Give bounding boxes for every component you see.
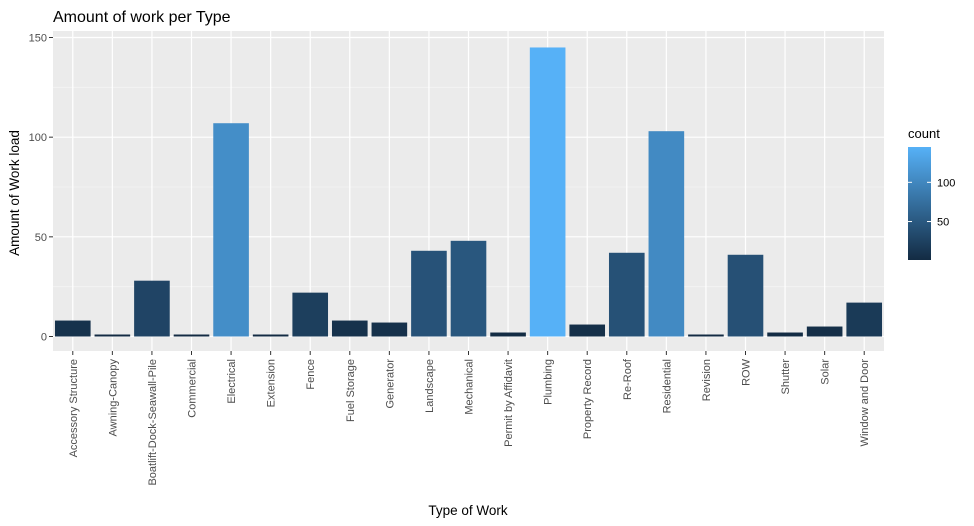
x-tick-label: Window and Door — [859, 359, 871, 447]
x-tick-label: Generator — [384, 359, 396, 409]
bar — [767, 332, 803, 337]
bar — [648, 131, 685, 337]
x-tick-label: Fuel Storage — [345, 359, 357, 422]
bar — [292, 292, 329, 337]
y-axis-title: Amount of Work load — [7, 130, 22, 256]
bar — [173, 334, 210, 337]
bars — [54, 47, 883, 337]
x-tick-label: Accessory Structure — [68, 359, 80, 457]
bar — [490, 332, 526, 337]
bar — [806, 326, 843, 337]
bar — [846, 302, 883, 337]
bar — [529, 47, 566, 337]
x-axis: Accessory Structure Awning-Canopy Boatlift… — [68, 351, 871, 486]
x-axis-title: Type of Work — [428, 503, 508, 518]
x-tick-label: ROW — [741, 358, 753, 386]
bar — [608, 252, 645, 337]
bar — [331, 320, 368, 337]
x-tick-label: Property Record — [582, 359, 594, 439]
bar — [727, 254, 764, 337]
x-tick-label: Awning-Canopy — [107, 359, 119, 437]
legend-title: count — [908, 126, 940, 141]
y-axis: 0 50 100 150 — [29, 33, 53, 344]
bar — [688, 334, 724, 337]
bar — [569, 324, 606, 337]
y-tick-label: 50 — [35, 232, 47, 244]
bar — [213, 123, 249, 337]
x-tick-label: Permit by Affidavit — [503, 359, 515, 447]
chart-title: Amount of work per Type — [53, 9, 231, 26]
x-tick-label: Re-Roof — [622, 358, 634, 400]
x-tick-label: Fence — [305, 359, 317, 390]
y-tick-label: 0 — [41, 332, 47, 344]
legend-tick-label: 100 — [937, 177, 955, 189]
legend-colorbar — [908, 147, 931, 260]
bar — [411, 250, 447, 337]
x-tick-label: Commercial — [187, 359, 199, 418]
y-tick-label: 100 — [29, 132, 47, 144]
bar — [134, 280, 170, 337]
legend-tick-label: 50 — [937, 217, 949, 229]
x-tick-label: Mechanical — [464, 359, 476, 415]
bar — [252, 334, 289, 337]
bar — [450, 240, 487, 337]
x-tick-label: Extension — [266, 359, 278, 407]
y-tick-label: 150 — [29, 33, 47, 45]
x-tick-label: Residential — [661, 359, 673, 413]
legend: count 50 100 — [908, 126, 955, 260]
x-tick-label: Plumbing — [543, 359, 555, 405]
x-tick-label: Landscape — [424, 359, 436, 413]
x-tick-label: Boatlift-Dock-Seawall-Pile — [147, 359, 159, 486]
bar — [94, 334, 131, 337]
bar — [54, 320, 91, 337]
x-tick-label: Solar — [820, 359, 832, 385]
x-tick-label: Shutter — [780, 359, 792, 395]
x-tick-label: Revision — [701, 359, 713, 401]
bar — [371, 322, 408, 337]
x-tick-label: Electrical — [226, 359, 238, 404]
